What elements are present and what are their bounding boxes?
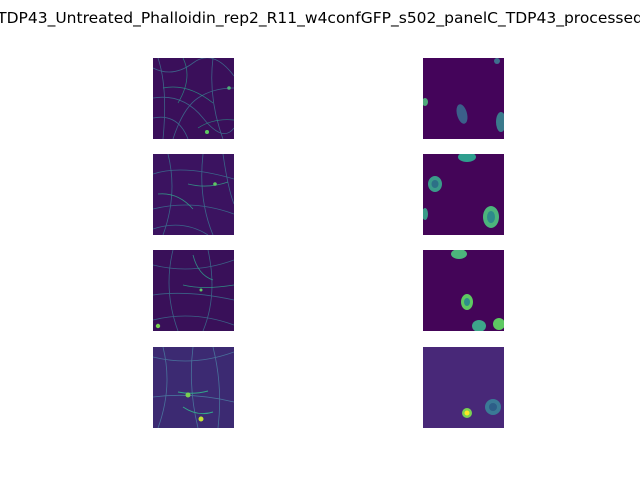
figure-title: TDP43_Untreated_Phalloidin_rep2_R11_w4co… <box>0 9 640 27</box>
phalloidin-image-row-1 <box>153 58 234 139</box>
phalloidin-image-row-2 <box>153 154 234 235</box>
tdp43-image-row-1 <box>423 58 504 139</box>
tdp43-image-row-4 <box>423 347 504 428</box>
tdp43-image-row-2 <box>423 154 504 235</box>
phalloidin-image-row-3 <box>153 250 234 331</box>
tdp43-image-row-3 <box>423 250 504 331</box>
phalloidin-image-row-4 <box>153 347 234 428</box>
